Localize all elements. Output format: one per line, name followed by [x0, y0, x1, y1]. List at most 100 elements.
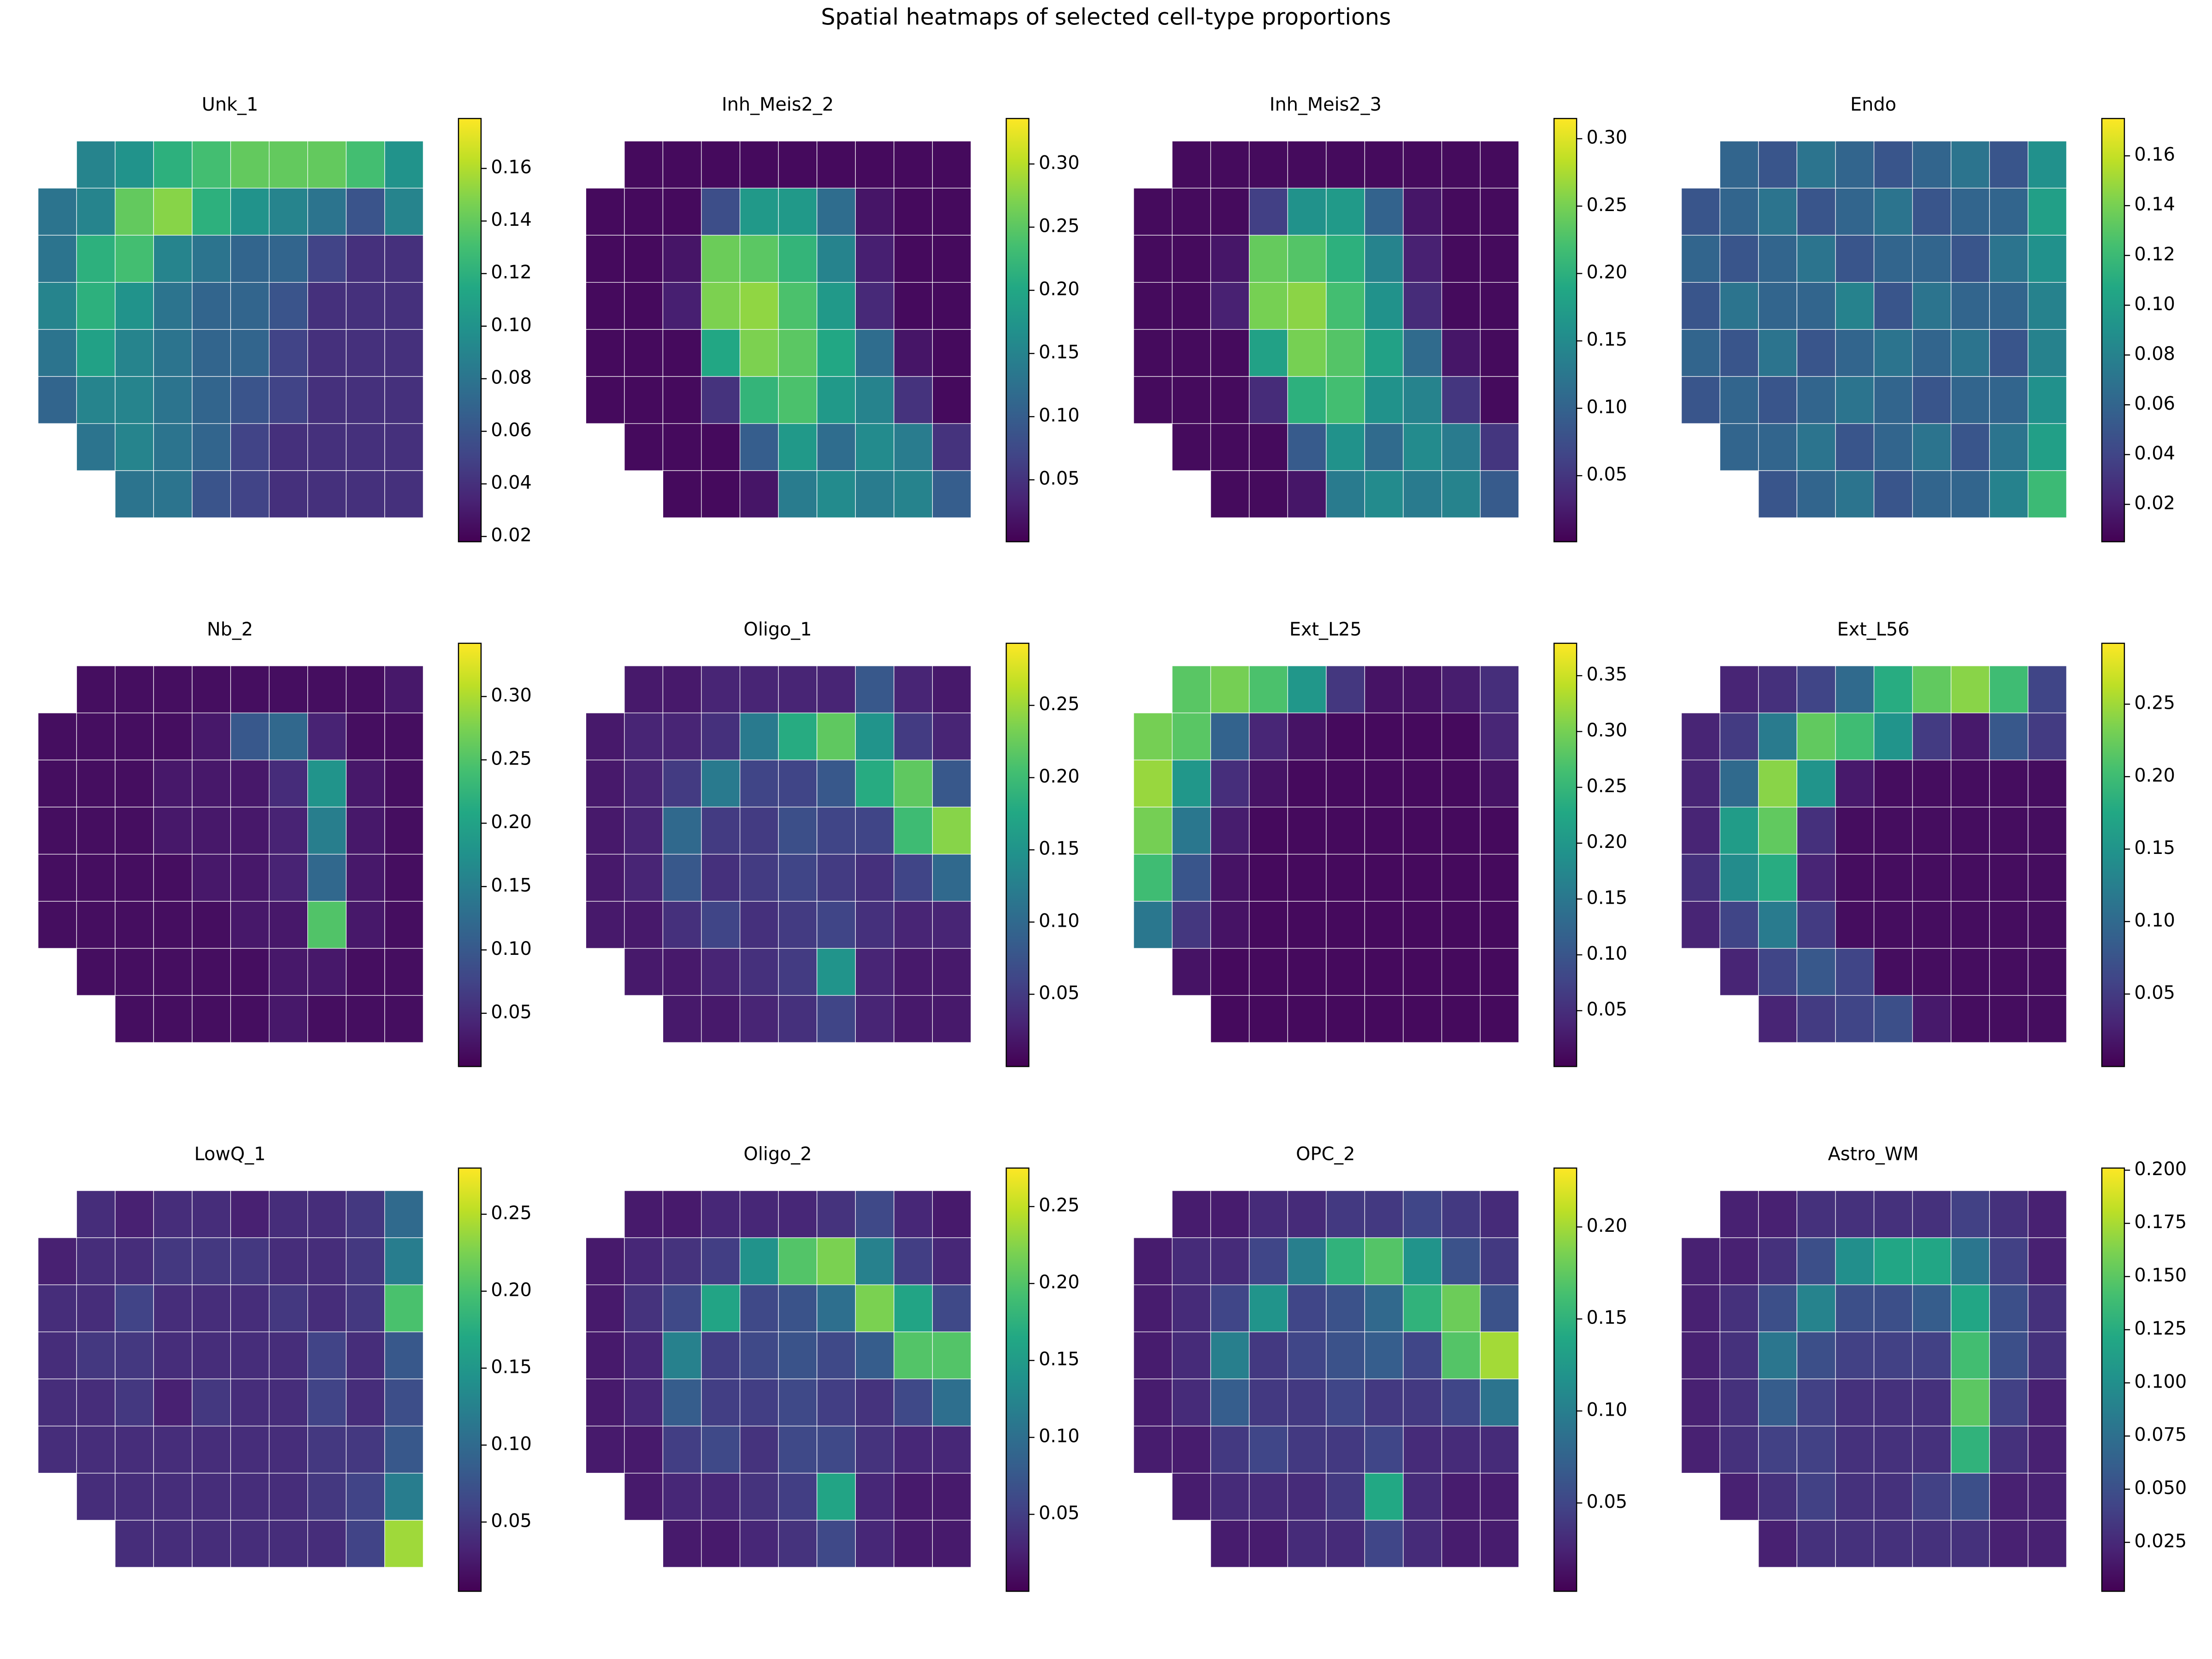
colorbar-tick-label: 0.150 — [2134, 1265, 2187, 1286]
heatmap-cell — [1912, 329, 1952, 377]
heatmap-cell — [1171, 376, 1211, 424]
heatmap-cell — [1758, 1284, 1797, 1332]
heatmap-cell — [384, 948, 424, 996]
heatmap-cell — [1480, 1378, 1519, 1427]
heatmap-cell — [307, 1190, 347, 1238]
heatmap-cell — [307, 948, 347, 996]
heatmap-cell — [1326, 1473, 1365, 1521]
colorbar-tick-label: 0.16 — [2134, 144, 2175, 165]
heatmap-cell — [1287, 1331, 1327, 1379]
heatmap-cell — [76, 1237, 116, 1285]
heatmap-cell — [855, 188, 894, 236]
heatmap-cell — [817, 1284, 856, 1332]
heatmap-cell — [346, 423, 385, 471]
heatmap-cell — [855, 1378, 894, 1427]
heatmap-cell — [1364, 1190, 1404, 1238]
heatmap-cell — [230, 188, 270, 236]
heatmap-cell — [2028, 141, 2067, 188]
heatmap-cell — [1326, 1425, 1365, 1474]
heatmap-cell — [1249, 470, 1288, 518]
heatmap-cell — [1873, 282, 1913, 330]
heatmap-cell — [1403, 665, 1442, 713]
heatmap-cell — [1989, 235, 2029, 283]
heatmap-cell — [1796, 665, 1836, 713]
heatmap-cell — [855, 282, 894, 330]
heatmap-cell — [38, 376, 77, 424]
heatmap-cell — [817, 329, 856, 377]
heatmap-cell — [1758, 188, 1797, 236]
heatmap-cell — [585, 901, 625, 949]
heatmap-cell — [1951, 995, 1990, 1043]
heatmap-cell — [269, 376, 308, 424]
heatmap-cell — [384, 282, 424, 330]
heatmap-cell — [115, 1520, 154, 1568]
heatmap-cell — [585, 1425, 625, 1474]
heatmap-cell — [346, 1378, 385, 1427]
heatmap-cell — [1364, 1284, 1404, 1332]
heatmap-cell — [76, 853, 116, 902]
heatmap-cell — [778, 329, 818, 377]
heatmap-cell — [1364, 712, 1404, 760]
colorbar-tick-label: 0.20 — [491, 1279, 532, 1300]
heatmap-cell — [1989, 1190, 2029, 1238]
heatmap-cell — [1480, 995, 1519, 1043]
heatmap-cell — [76, 665, 116, 713]
heatmap-cell — [1133, 1331, 1173, 1379]
heatmap-cell — [855, 995, 894, 1043]
heatmap-cell — [1681, 901, 1720, 949]
heatmap-cell — [662, 188, 702, 236]
heatmap-cell — [153, 1473, 193, 1521]
heatmap-cell — [1210, 1331, 1250, 1379]
heatmap-cell — [384, 1237, 424, 1285]
heatmap-cell — [1480, 901, 1519, 949]
heatmap-cell — [2028, 1237, 2067, 1285]
heatmap-cell — [894, 806, 933, 855]
heatmap-cell — [1249, 188, 1288, 236]
heatmap-cell — [1835, 376, 1875, 424]
heatmap-cell — [1480, 853, 1519, 902]
heatmap-cell — [1171, 1190, 1211, 1238]
heatmap-cell — [662, 901, 702, 949]
heatmap-cell — [932, 1473, 971, 1521]
heatmap-cell — [1210, 1378, 1250, 1427]
heatmap-cell — [1835, 1378, 1875, 1427]
colorbar-tick-label: 0.15 — [1587, 1307, 1628, 1329]
heatmap-cell — [76, 376, 116, 424]
heatmap-cell — [1912, 141, 1952, 188]
heatmap-cell — [1835, 1190, 1875, 1238]
heatmap-cell — [269, 1237, 308, 1285]
heatmap-cell — [1912, 1190, 1952, 1238]
heatmap-cell — [192, 376, 231, 424]
colorbar-tick-label: 0.20 — [2134, 765, 2175, 786]
heatmap-cell — [1210, 1284, 1250, 1332]
heatmap-cell — [1719, 1425, 1759, 1474]
heatmap-cell — [1758, 423, 1797, 471]
heatmap-cell — [1912, 901, 1952, 949]
heatmap-cell — [192, 470, 231, 518]
heatmap-cell — [1249, 235, 1288, 283]
colorbar-tick-label: 0.14 — [2134, 194, 2175, 215]
heatmap-cell — [662, 995, 702, 1043]
heatmap-cell — [740, 948, 779, 996]
heatmap-cell — [932, 948, 971, 996]
heatmap-cell — [384, 376, 424, 424]
heatmap-cell — [307, 1331, 347, 1379]
heatmap-cell — [932, 1378, 971, 1427]
heatmap-cell — [115, 806, 154, 855]
colorbar-tick-label: 0.02 — [491, 525, 532, 546]
heatmap-cell — [1796, 470, 1836, 518]
colorbar-tick-label: 0.05 — [1587, 999, 1628, 1020]
heatmap-cell — [1287, 759, 1327, 808]
heatmap-cell — [740, 995, 779, 1043]
heatmap-cell — [817, 853, 856, 902]
heatmap-cell — [1951, 235, 1990, 283]
colorbar-tick-label: 0.125 — [2134, 1318, 2187, 1339]
heatmap-cell — [115, 853, 154, 902]
panel-title: LowQ_1 — [194, 1144, 266, 1165]
heatmap-cell — [1480, 1425, 1519, 1474]
heatmap-cell — [76, 329, 116, 377]
heatmap-cell — [662, 853, 702, 902]
heatmap-cell — [1133, 329, 1173, 377]
heatmap-cell — [894, 1378, 933, 1427]
heatmap-cell — [894, 948, 933, 996]
